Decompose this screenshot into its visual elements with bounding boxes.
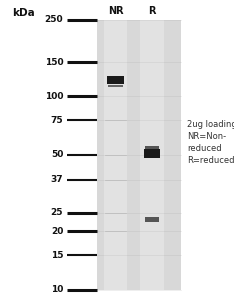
Text: 37: 37 [51, 175, 63, 184]
Text: 20: 20 [51, 227, 63, 236]
Text: NR: NR [108, 6, 124, 16]
Bar [145, 146, 159, 148]
Bar [97, 20, 181, 290]
Text: 50: 50 [51, 150, 63, 159]
Text: 2ug loading
NR=Non-
reduced
R=reduced: 2ug loading NR=Non- reduced R=reduced [187, 120, 234, 165]
Bar [145, 217, 159, 222]
Bar [104, 20, 127, 290]
Bar [144, 148, 160, 158]
Text: R: R [148, 6, 156, 16]
Text: 15: 15 [51, 251, 63, 260]
Text: 75: 75 [51, 116, 63, 125]
Bar [107, 76, 124, 84]
Bar [108, 85, 123, 87]
Bar [140, 20, 164, 290]
Text: 100: 100 [45, 92, 63, 101]
Text: 10: 10 [51, 285, 63, 294]
Text: 25: 25 [51, 208, 63, 217]
Text: 250: 250 [44, 15, 63, 24]
Text: kDa: kDa [12, 8, 35, 17]
Text: 150: 150 [44, 58, 63, 67]
